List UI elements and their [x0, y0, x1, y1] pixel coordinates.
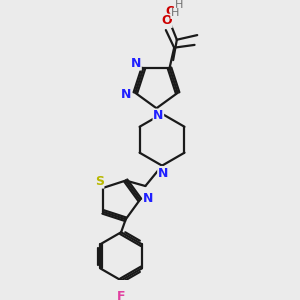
Text: S: S: [95, 175, 104, 188]
Text: N: N: [121, 88, 131, 101]
Text: H: H: [171, 8, 179, 18]
Text: N: N: [153, 109, 164, 122]
Text: F: F: [117, 290, 125, 300]
Text: N: N: [158, 167, 168, 180]
Text: H: H: [175, 1, 183, 10]
Text: N: N: [143, 193, 153, 206]
Text: O: O: [165, 5, 176, 18]
Text: O: O: [161, 14, 172, 27]
Text: N: N: [131, 57, 141, 70]
